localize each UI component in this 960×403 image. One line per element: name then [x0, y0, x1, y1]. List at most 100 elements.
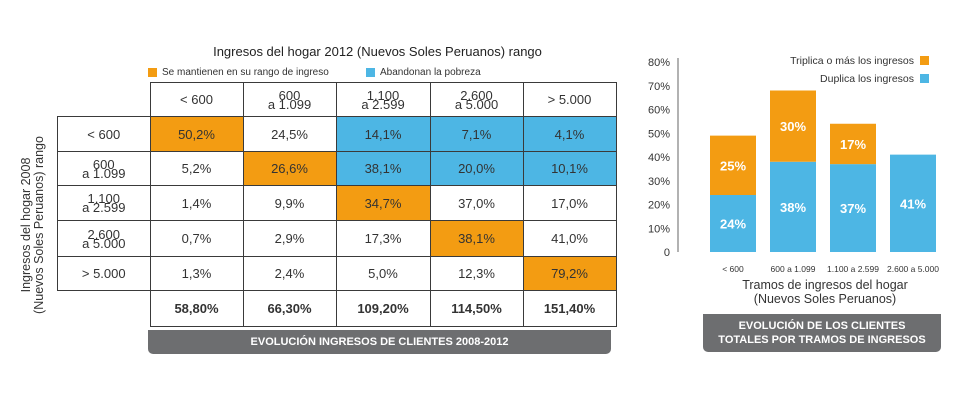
row-header-line1: 600	[92, 156, 115, 172]
matrix-cell: 17,3%	[335, 220, 431, 257]
col-header-line2: a 1.099	[267, 96, 312, 112]
x-tick-label: 2.600 a 5.000	[887, 264, 939, 274]
legend-label-triplica: Triplica o más los ingresos	[790, 55, 914, 67]
x-tick-label: 1.100 a 2.599	[827, 264, 879, 274]
matrix-cell: 0,7%	[149, 220, 244, 257]
matrix-cell: 34,7%	[335, 185, 431, 221]
matrix-cell: 1,3%	[149, 256, 244, 291]
y-tick-label: 80%	[648, 57, 670, 69]
col-header: 2.600 a 5.000	[429, 82, 524, 117]
col-header-line1: < 600	[180, 92, 213, 107]
matrix-banner: EVOLUCIÓN INGRESOS DE CLIENTES 2008-2012	[148, 330, 611, 354]
matrix-cell: 26,6%	[242, 151, 337, 186]
matrix-y-title: Ingresos del hogar 2008 (Nuevos Soles Pe…	[19, 120, 46, 330]
row-header: > 5.000	[57, 256, 151, 291]
x-tick-label: 600 a 1.099	[771, 264, 816, 274]
legend-label-duplica: Duplica los ingresos	[820, 73, 914, 85]
legend-label-abandonan: Abandonan la pobreza	[380, 67, 481, 78]
matrix-cell: 5,0%	[335, 256, 431, 291]
row-header: 1.100 a 2.599	[57, 185, 151, 221]
col-header: 600 a 1.099	[242, 82, 337, 117]
bar-segment	[710, 195, 756, 252]
y-tick-label: 30%	[648, 176, 670, 188]
matrix-corner	[57, 82, 151, 117]
bar-data-label: 38%	[780, 200, 806, 215]
bar-data-label: 30%	[780, 119, 806, 134]
matrix-cell: 4,1%	[522, 116, 617, 152]
chart-banner-line2: TOTALES POR TRAMOS DE INGRESOS	[718, 334, 926, 346]
legend-swatch-blue	[366, 68, 375, 77]
matrix-cell: 7,1%	[429, 116, 524, 152]
matrix-cell: 10,1%	[522, 151, 617, 186]
y-tick-label: 50%	[648, 128, 670, 140]
col-header: 1.100 a 2.599	[335, 82, 431, 117]
y-tick-label: 40%	[648, 152, 670, 164]
legend-item-abandonan: Abandonan la pobreza	[366, 67, 481, 78]
col-header-line1: > 5.000	[547, 92, 592, 107]
matrix-cell: 1,4%	[149, 185, 244, 221]
chart-banner: EVOLUCIÓN DE LOS CLIENTES TOTALES POR TR…	[703, 314, 941, 352]
bar-data-label: 24%	[720, 217, 746, 232]
row-header-line1: > 5.000	[81, 266, 126, 281]
matrix-cell: 38,1%	[335, 151, 431, 186]
matrix-cell: 38,1%	[429, 220, 524, 257]
matrix-cell: 14,1%	[335, 116, 431, 152]
matrix-cell: 2,4%	[242, 256, 337, 291]
legend-swatch-duplica	[920, 74, 929, 83]
bar-data-label: 17%	[840, 137, 866, 152]
y-tick-label: 20%	[648, 200, 670, 212]
stacked-bar-chart: 0 10% 20% 30% 40% 50% 60% 70% 80% 24% 25% < 600 38% 3…	[648, 55, 939, 274]
matrix-title: Ingresos del hogar 2012 (Nuevos Soles Pe…	[213, 44, 542, 59]
legend-label-mantienen: Se mantienen en su rango de ingreso	[162, 67, 329, 78]
bar-segment	[890, 154, 936, 252]
y-tick-label: 60%	[648, 105, 670, 117]
total-cell: 66,30%	[242, 290, 337, 327]
chart-x-title-line2: (Nuevos Soles Peruanos)	[753, 292, 897, 306]
matrix-cell: 41,0%	[522, 220, 617, 257]
bar-segment	[830, 123, 876, 165]
col-header-line1: 2.600	[460, 87, 493, 103]
col-header: > 5.000	[522, 82, 617, 117]
x-tick-label: < 600	[722, 264, 744, 274]
y-tick-label: 0	[664, 247, 670, 259]
col-header-line1: 1.100	[366, 87, 400, 103]
total-cell: 58,80%	[149, 290, 244, 327]
matrix-cell: 5,2%	[149, 151, 244, 186]
matrix-cell: 2,9%	[242, 220, 337, 257]
bar-segment	[770, 90, 816, 162]
row-header: 2.600 a 5.000	[57, 220, 151, 257]
matrix-cell: 24,5%	[242, 116, 337, 152]
bar-data-label: 25%	[720, 158, 746, 173]
row-header: < 600	[57, 116, 151, 152]
col-header-line2: a 5.000	[454, 96, 499, 112]
col-header-line2: a 2.599	[361, 96, 405, 112]
matrix-cell: 20,0%	[429, 151, 524, 186]
matrix-cell: 9,9%	[242, 185, 337, 221]
row-header-line2: a 1.099	[82, 165, 126, 181]
income-matrix: < 600 600 a 1.099 1.100 a 2.599 2.600 a 5.000 >…	[57, 82, 617, 327]
total-cell: 151,40%	[522, 290, 617, 327]
y-tick-label: 10%	[648, 223, 670, 235]
bar-data-label: 41%	[900, 196, 926, 211]
chart-banner-line1: EVOLUCIÓN DE LOS CLIENTES	[738, 320, 906, 332]
col-header: < 600	[149, 82, 244, 117]
bar-segment	[770, 161, 816, 252]
col-header-line1: 600	[278, 87, 301, 103]
bar-segment	[710, 135, 756, 195]
row-header-line1: 2.600	[87, 226, 121, 242]
matrix-cell: 37,0%	[429, 185, 524, 221]
legend-item-mantienen: Se mantienen en su rango de ingreso	[148, 67, 329, 78]
legend-swatch-orange	[148, 68, 157, 77]
row-header-line2: a 5.000	[82, 235, 126, 251]
legend-swatch-triplica	[920, 56, 929, 65]
matrix-cell: 17,0%	[522, 185, 617, 221]
matrix-y-title-line1: Ingresos del hogar 2008	[19, 158, 33, 293]
chart-x-title: Tramos de ingresos del hogar (Nuevos Sol…	[700, 278, 950, 306]
row-header-line1: 1.100	[87, 191, 121, 206]
row-header-line1: < 600	[87, 126, 121, 142]
total-cell: 109,20%	[335, 290, 431, 327]
chart-x-title-line1: Tramos de ingresos del hogar	[742, 278, 908, 292]
matrix-y-title-line2: (Nuevos Soles Peruanos) rango	[32, 136, 46, 314]
bar-data-label: 37%	[840, 201, 866, 216]
bar-segment	[830, 164, 876, 252]
